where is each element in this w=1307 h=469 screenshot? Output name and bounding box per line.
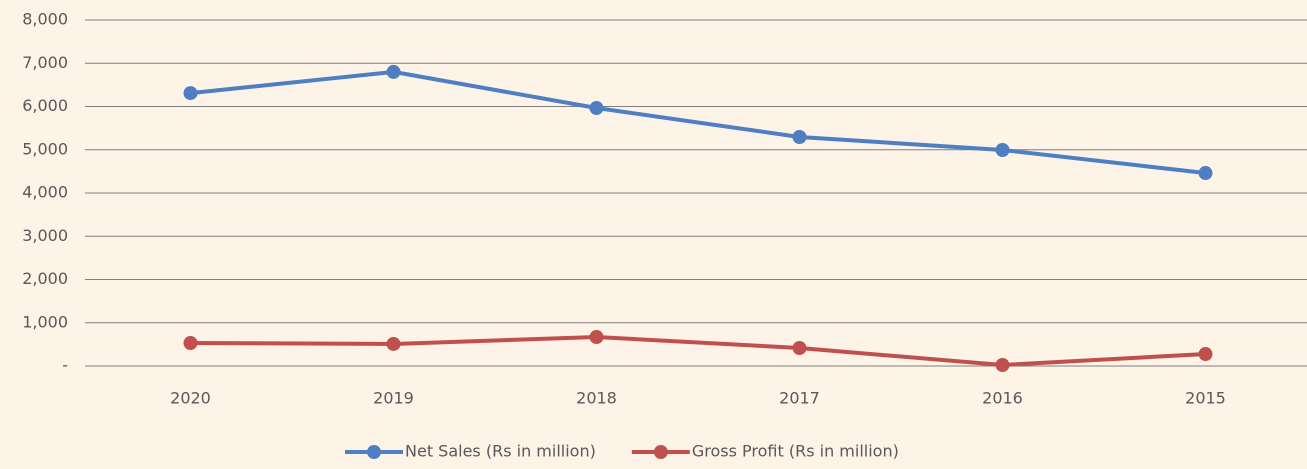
- legend-label: Net Sales (Rs in million): [405, 442, 596, 461]
- x-tick-label: 2015: [1185, 389, 1226, 408]
- x-tick-label: 2018: [576, 389, 617, 408]
- data-point: [386, 64, 401, 79]
- data-point: [386, 336, 401, 351]
- y-tick-label: 1,000: [22, 312, 68, 331]
- data-point: [995, 358, 1010, 373]
- x-tick-label: 2017: [779, 389, 820, 408]
- data-point: [589, 330, 604, 345]
- series-line: [190, 69, 1206, 176]
- data-point: [792, 341, 807, 356]
- legend-marker: [653, 445, 668, 459]
- data-point: [589, 101, 604, 116]
- y-tick-label: 4,000: [22, 183, 68, 202]
- x-tick-label: 2016: [982, 389, 1023, 408]
- y-tick-label: -: [62, 356, 68, 375]
- legend-marker: [367, 445, 381, 459]
- legend-label: Gross Profit (Rs in million): [692, 442, 899, 461]
- series-line: [190, 335, 1206, 368]
- data-point: [995, 143, 1010, 158]
- data-point: [183, 335, 198, 350]
- data-point: [1198, 347, 1213, 362]
- y-tick-label: 2,000: [22, 269, 68, 288]
- data-point: [183, 86, 198, 101]
- data-point: [792, 129, 807, 144]
- y-tick-label: 5,000: [22, 139, 68, 158]
- y-tick-label: 3,000: [22, 226, 68, 245]
- y-tick-label: 7,000: [22, 53, 68, 72]
- y-tick-label: 6,000: [22, 96, 68, 115]
- x-tick-label: 2020: [170, 389, 211, 408]
- x-tick-label: 2019: [373, 389, 414, 408]
- data-point: [1198, 166, 1213, 181]
- y-tick-label: 8,000: [22, 10, 68, 29]
